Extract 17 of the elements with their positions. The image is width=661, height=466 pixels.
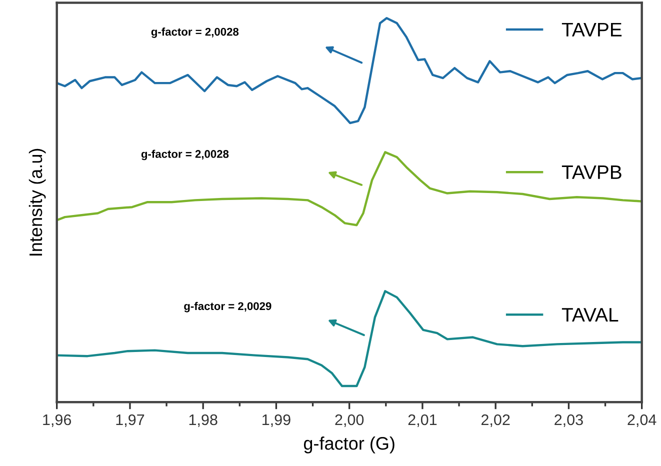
annotation: g-factor = 2,0028 [141,150,229,160]
x-tick-label: 2,04 [628,414,656,427]
x-tick-label: 2,02 [481,414,510,427]
legend-label: TAVPE [562,22,622,36]
x-tick-label: 2,00 [335,414,364,427]
x-tick-label: 1,98 [189,414,218,427]
x-axis-title: g-factor (G) [304,436,394,454]
x-tick-label: 1,97 [116,414,144,427]
x-tick-label: 1,99 [262,414,290,427]
x-tick-label: 2,03 [554,414,583,427]
x-tick-label: 2,01 [408,414,437,427]
annotation: g-factor = 2,0029 [184,302,272,312]
legend-label: TAVAL [562,308,618,322]
annotation: g-factor = 2,0028 [151,28,239,38]
legend-label: TAVPB [562,166,622,179]
y-axis-title: Intensity (a.u) [28,148,46,256]
x-tick-label: 1,96 [43,414,72,427]
